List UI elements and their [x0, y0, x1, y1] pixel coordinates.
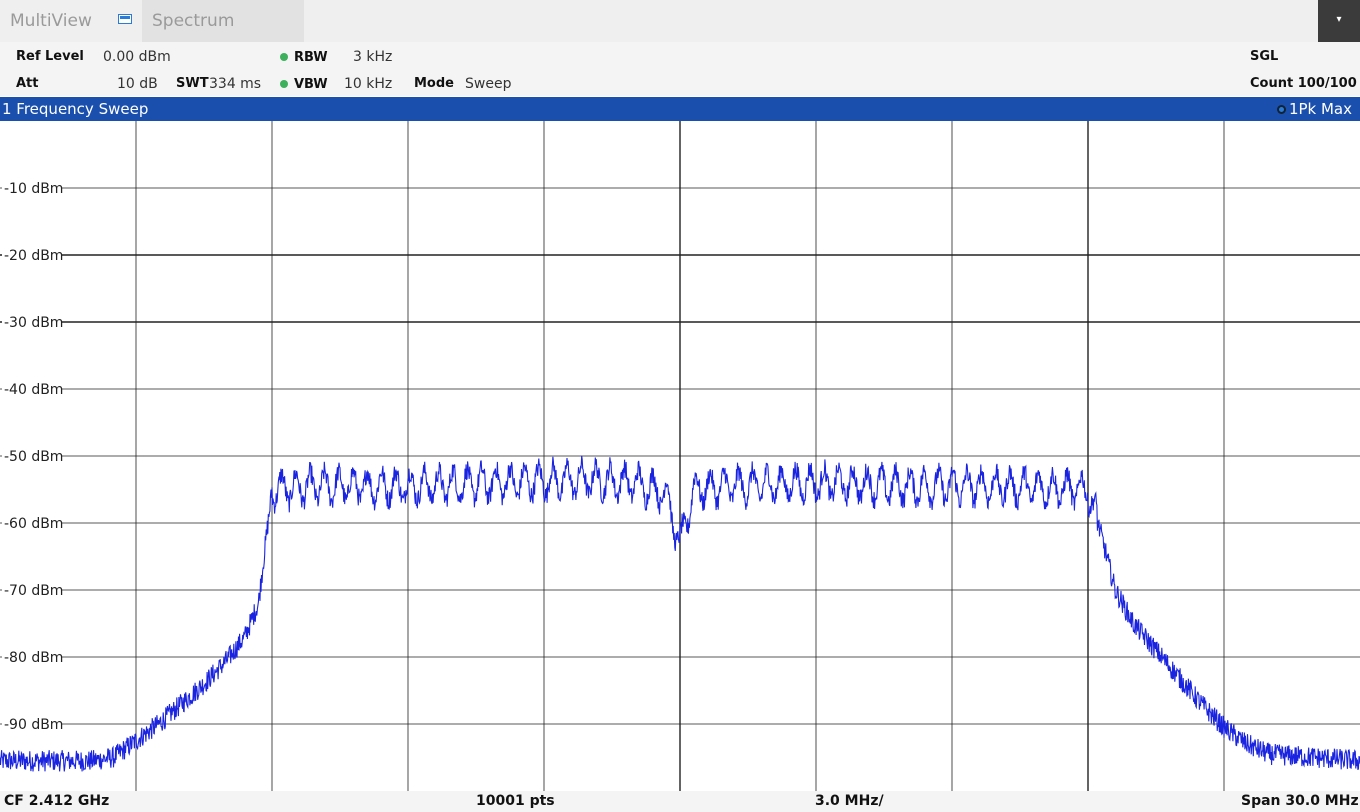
sweep-count: Count 100/100 [1250, 76, 1357, 91]
sgl-indicator: SGL [1250, 49, 1279, 64]
swt-value[interactable]: 334 ms [209, 76, 262, 92]
center-frequency: CF 2.412 GHz [4, 793, 110, 809]
y-tick-label-bg [2, 648, 62, 666]
trace-info[interactable]: 1Pk Max [1276, 97, 1352, 121]
trace-icon [1276, 105, 1286, 114]
tab-bar: MultiView Spectrum ▾ [0, 0, 1360, 42]
spectrum-trace [0, 455, 1360, 772]
footer-bar: CF 2.412 GHz 10001 pts 3.0 MHz/ Span 30.… [0, 791, 1360, 812]
sweep-points: 10001 pts [476, 793, 555, 809]
y-tick-label: -30 dBm [4, 315, 63, 331]
ref-level-label: Ref Level [16, 49, 84, 64]
vbw-value[interactable]: 10 kHz [344, 76, 393, 92]
division-size: 3.0 MHz/ [815, 793, 884, 809]
span: Span 30.0 MHz [1241, 793, 1359, 809]
y-tick-label: -10 dBm [4, 181, 63, 197]
multiview-icon[interactable] [118, 14, 132, 24]
spectrum-plot[interactable]: -10 dBm -20 dBm -30 dBm -40 dBm -50 dBm -60 d… [0, 121, 1360, 791]
mode-value[interactable]: Sweep [465, 76, 512, 92]
y-tick-label: -70 dBm [4, 583, 63, 599]
rbw-setting[interactable]: RBW [280, 49, 328, 65]
tab-spectrum[interactable]: Spectrum [142, 0, 304, 42]
rbw-label: RBW [294, 50, 328, 65]
y-tick-label: -20 dBm [4, 248, 63, 264]
settings-bar: Ref Level 0.00 dBm Att 10 dB SWT 334 ms … [0, 42, 1360, 96]
tab-multiview[interactable]: MultiView [0, 0, 135, 42]
vbw-setting[interactable]: VBW [280, 76, 328, 92]
spectrum-chart[interactable]: -10 dBm -20 dBm -30 dBm -40 dBm -50 dBm -60 d… [0, 121, 1360, 791]
y-tick-label: -40 dBm [4, 382, 63, 398]
y-tick-label-bg [2, 246, 62, 264]
y-tick-label: -80 dBm [4, 650, 63, 666]
y-tick-label-bg [2, 380, 62, 398]
y-tick-label-bg [2, 313, 62, 331]
y-tick-label-bg [2, 447, 62, 465]
rbw-value[interactable]: 3 kHz [353, 49, 393, 65]
y-tick-label-bg [2, 179, 62, 197]
tab-spectrum-label: Spectrum [152, 11, 235, 31]
vbw-indicator-icon [280, 80, 288, 88]
window-title-bar: 1 Frequency Sweep 1Pk Max [0, 97, 1360, 121]
trace-label: 1Pk Max [1288, 100, 1352, 118]
att-value[interactable]: 10 dB [117, 76, 158, 92]
y-tick-label: -90 dBm [4, 717, 63, 733]
chevron-down-icon: ▾ [1336, 14, 1342, 25]
rbw-indicator-icon [280, 53, 288, 61]
dropdown-menu-button[interactable]: ▾ [1318, 0, 1360, 42]
y-tick-label: -60 dBm [4, 516, 63, 532]
swt-label: SWT [176, 76, 209, 91]
att-label: Att [16, 76, 39, 91]
ref-level-value[interactable]: 0.00 dBm [103, 49, 171, 65]
y-tick-label-bg [2, 715, 62, 733]
y-tick-label-bg [2, 514, 62, 532]
mode-label: Mode [414, 76, 454, 91]
window-title: 1 Frequency Sweep [2, 100, 149, 118]
y-tick-label: -50 dBm [4, 449, 63, 465]
tab-multiview-label: MultiView [10, 11, 92, 31]
y-tick-label-bg [2, 581, 62, 599]
vbw-label: VBW [294, 77, 328, 92]
